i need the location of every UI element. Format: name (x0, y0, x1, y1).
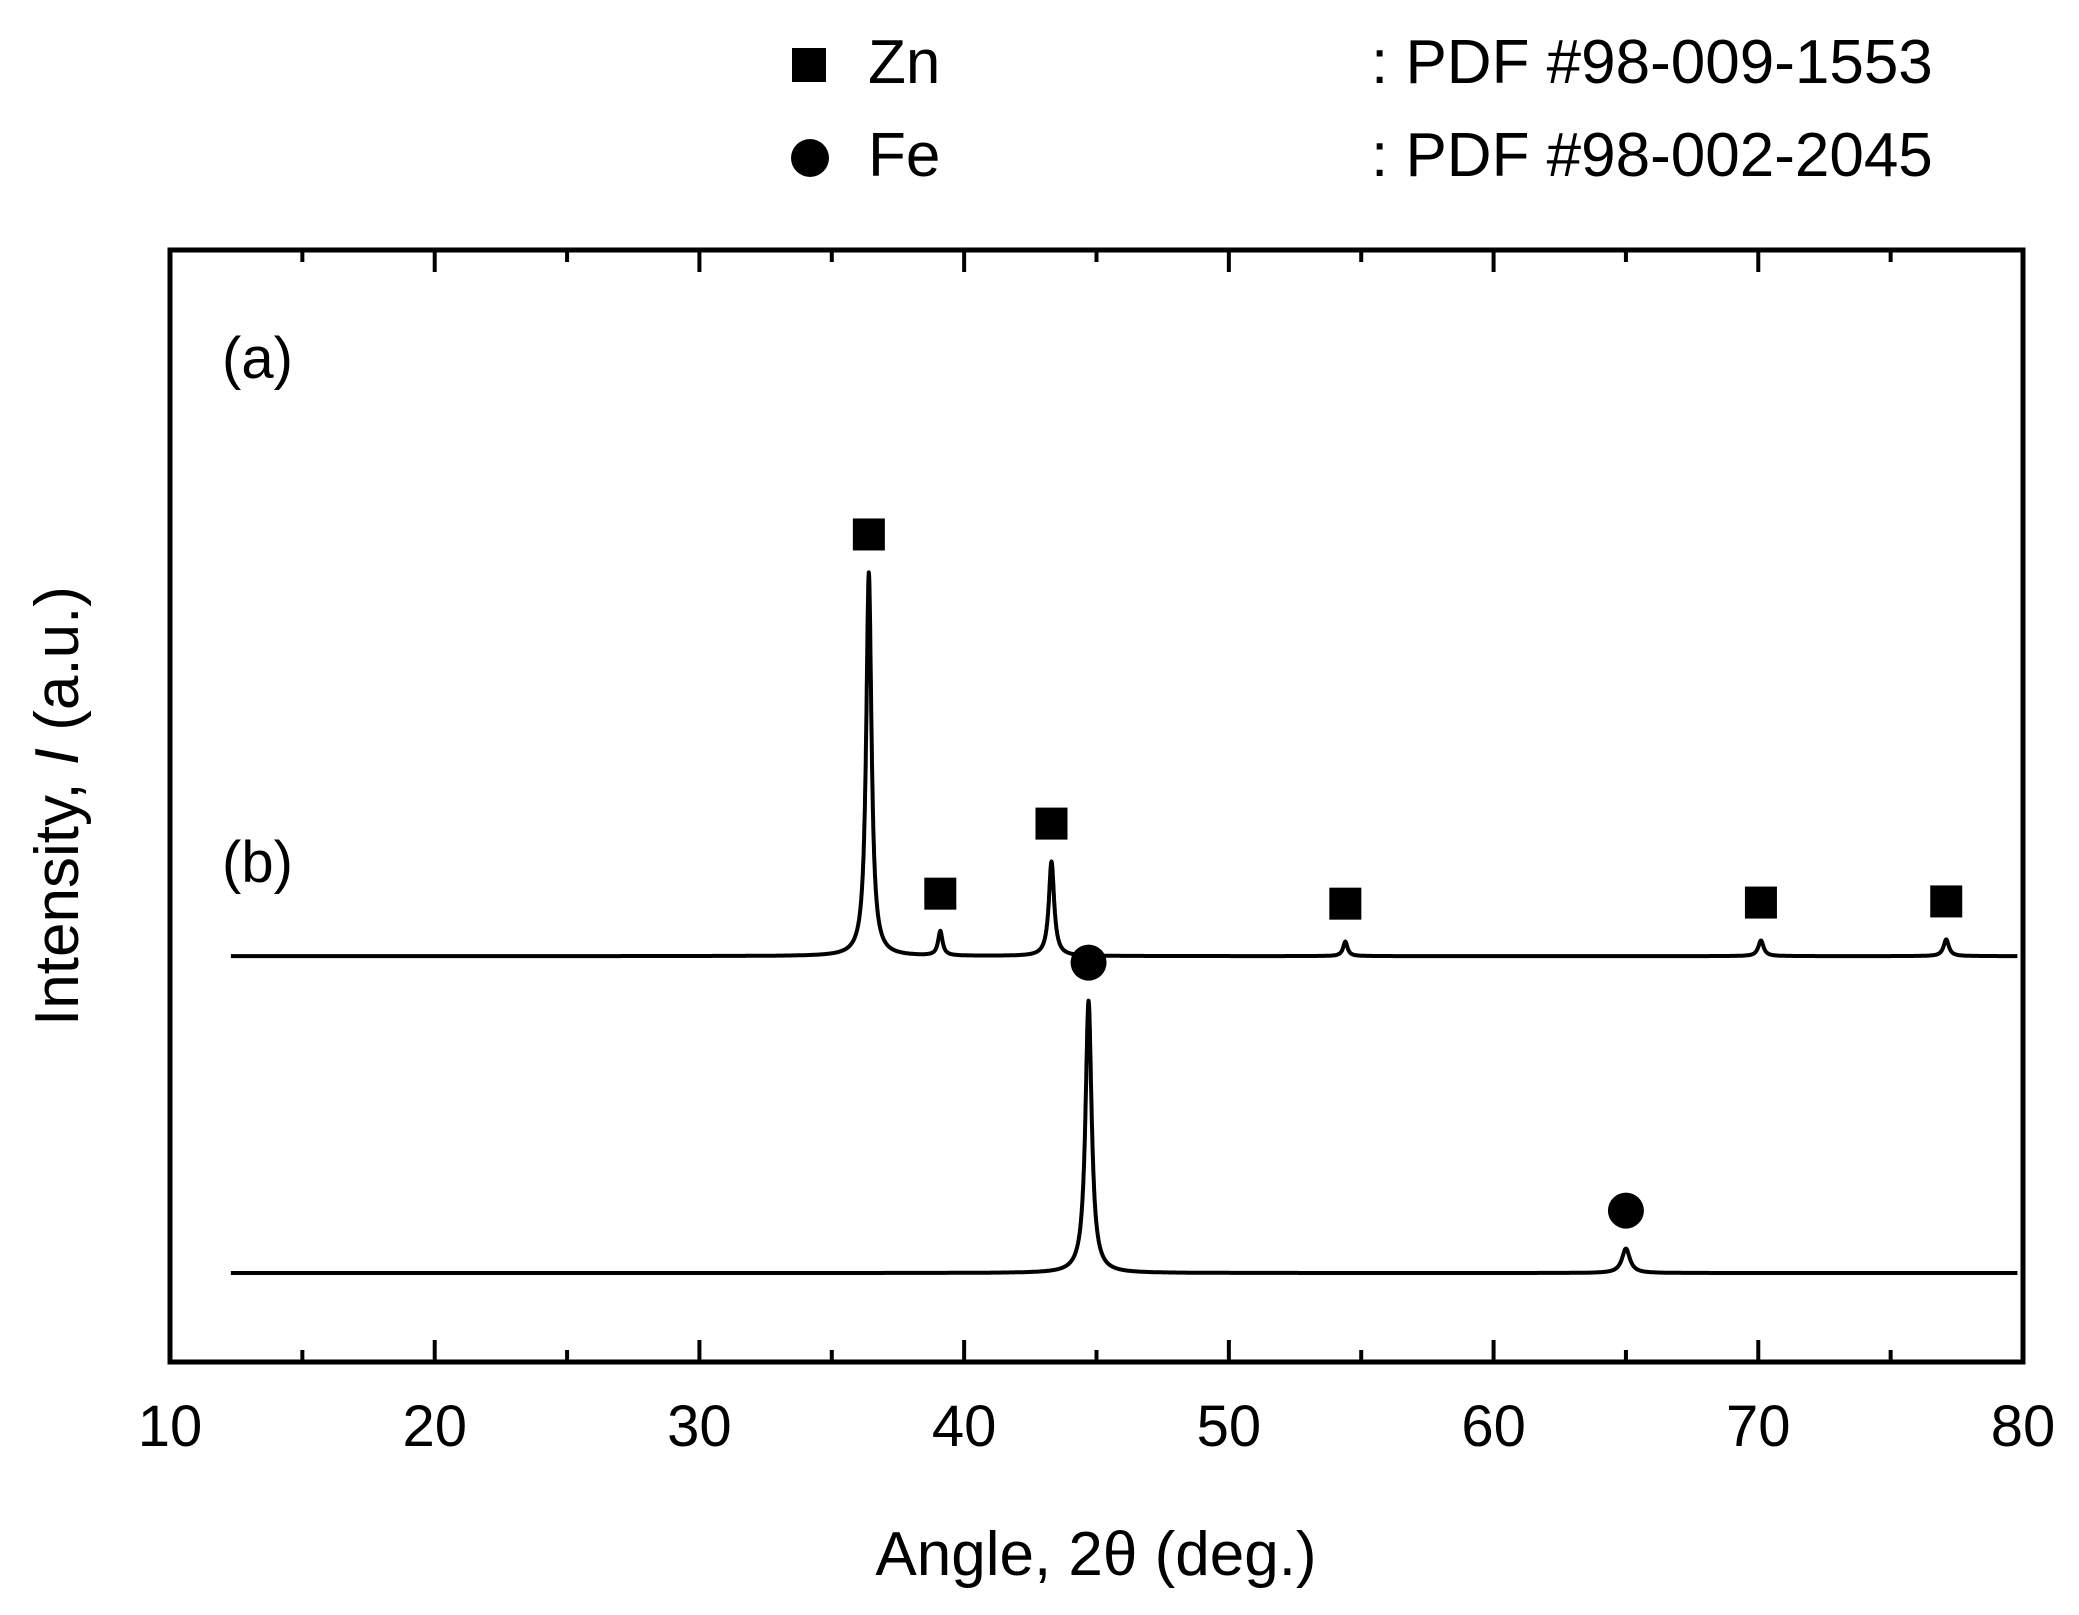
legend-label-fe: Fe (868, 121, 940, 190)
x-tick-label: 80 (1991, 1394, 2056, 1459)
legend-square-marker (792, 48, 826, 82)
series-line-a (229, 570, 2020, 959)
x-tick-label: 40 (932, 1394, 997, 1459)
x-tick-label: 20 (402, 1394, 467, 1459)
legend-label-zn: Zn (868, 28, 940, 97)
zn-peak-marker (1930, 885, 1963, 918)
series-layer (229, 570, 2020, 1275)
fe-peak-marker (1070, 944, 1107, 981)
x-tick-label: 30 (667, 1394, 732, 1459)
x-tick-label: 60 (1461, 1394, 1526, 1459)
y-axis-label: Intensity, I (a.u.) (23, 586, 92, 1026)
zn-peak-marker (1744, 886, 1777, 919)
zn-peak-marker (1035, 807, 1068, 840)
zn-peak-marker (1329, 887, 1362, 920)
x-axis-ticks (168, 250, 2025, 1362)
legend-ref-zn: : PDF #98-009-1553 (1371, 28, 1933, 97)
x-tick-label: 70 (1726, 1394, 1791, 1459)
fe-peak-marker (1607, 1192, 1644, 1229)
panel-label-a: (a) (222, 326, 293, 391)
x-axis-label: Angle, 2θ (deg.) (875, 1520, 1316, 1589)
plot-frame (167, 247, 2026, 1365)
zn-peak-marker (924, 877, 957, 910)
series-line-b (229, 998, 2020, 1275)
x-tick-label: 50 (1197, 1394, 1262, 1459)
x-axis-tick-labels: 10 20 30 40 50 60 70 80 (138, 1394, 2056, 1459)
zn-peak-marker (852, 518, 885, 551)
peak-markers (852, 518, 1963, 1229)
legend: Zn : PDF #98-009-1553 Fe : PDF #98-002-2… (791, 28, 1933, 190)
legend-circle-marker (791, 139, 829, 177)
panel-label-b: (b) (222, 830, 293, 895)
x-tick-label: 10 (138, 1394, 203, 1459)
legend-ref-fe: : PDF #98-002-2045 (1371, 121, 1933, 190)
